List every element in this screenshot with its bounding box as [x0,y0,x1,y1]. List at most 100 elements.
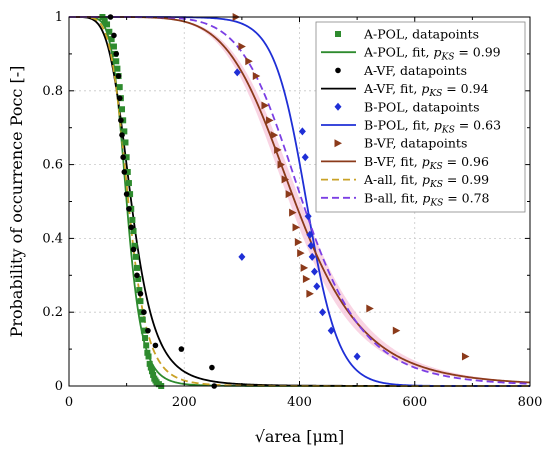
legend-label-6: B-VF, datapoints [364,136,467,151]
point-0-31 [140,327,147,334]
point-3-3 [252,72,261,81]
point-1-19 [209,364,215,371]
y-tick-label-2: 0.4 [42,231,63,246]
data-points [99,13,470,389]
point-0-19 [127,191,134,198]
legend-swatch-6 [334,139,342,148]
point-2-2 [298,127,306,136]
legend-label-7: B-VF, fit, pKS = 0.96 [364,154,489,172]
point-2-0 [233,68,241,77]
point-1-11 [128,224,135,231]
x-tick-label-3: 600 [402,395,427,410]
point-3-6 [270,131,279,140]
point-1-17 [152,342,159,349]
point-0-30 [139,316,146,323]
series-points-3 [232,13,470,361]
point-3-20 [461,352,470,361]
point-0-8 [114,65,121,72]
point-0-7 [113,58,120,65]
y-tick-label-1: 0.2 [42,305,63,320]
point-0-5 [110,43,117,50]
point-0-12 [119,106,126,113]
x-tick-label-0: 0 [65,395,73,410]
point-0-21 [129,216,136,223]
point-0-1 [101,17,108,24]
point-0-27 [136,287,143,294]
point-2-12 [353,352,361,361]
legend-box [315,21,526,213]
x-axis-title: √area [μm] [255,427,345,446]
point-1-13 [134,272,140,279]
point-2-3 [301,153,309,162]
legend-label-5: B-POL, fit, pKS = 0.63 [364,118,501,136]
point-0-26 [135,275,142,282]
b-vf-confidence-band [69,17,530,383]
series-points-1 [107,14,218,389]
legend-swatch-0 [335,31,341,37]
y-tick-label-5: 1 [55,10,63,25]
point-2-4 [304,212,312,221]
point-1-16 [145,327,151,334]
confidence-band-layer [69,17,530,383]
point-2-5 [306,230,314,239]
point-0-15 [122,139,129,146]
legend-label-4: B-POL, datapoints [364,99,480,114]
point-0-22 [130,228,137,235]
point-0-33 [143,342,150,349]
y-tick-label-3: 0.6 [42,158,63,173]
point-2-9 [313,282,321,291]
point-0-3 [106,28,113,35]
point-0-28 [137,298,144,305]
y-tick-label-0: 0 [55,379,63,394]
legend-swatch-2 [335,67,341,74]
x-tick-label-4: 800 [518,395,543,410]
point-1-6 [119,132,125,138]
point-3-15 [300,263,309,272]
point-1-7 [120,154,126,161]
point-0-35 [145,353,152,360]
point-1-12 [130,246,137,253]
point-3-8 [277,160,286,169]
point-2-6 [307,241,315,250]
point-0-38 [148,368,155,375]
point-0-25 [133,264,140,271]
legend-swatch-4 [334,102,342,111]
point-3-7 [274,145,282,154]
point-3-17 [306,289,314,298]
point-1-18 [178,346,185,352]
point-0-37 [147,364,154,371]
legend-label-8: A-all, fit, pKS = 0.99 [363,172,489,190]
point-0-14 [121,128,128,135]
point-1-5 [118,117,124,124]
legend-label-9: B-all, fit, pKS = 0.78 [364,190,490,208]
legend-label-3: A-VF, fit, pKS = 0.94 [363,81,489,99]
point-3-10 [285,190,294,199]
point-0-16 [123,154,130,161]
point-3-4 [261,101,269,110]
point-1-10 [126,206,132,212]
point-2-8 [310,267,318,276]
legend-label-2: A-VF, datapoints [363,63,467,78]
point-2-1 [238,252,246,261]
point-3-5 [266,116,274,125]
legend-label-1: A-POL, fit, pKS = 0.99 [363,45,501,63]
fit-curve-5 [69,16,531,385]
point-0-24 [132,253,139,260]
legend-label-0: A-POL, datapoints [363,27,479,42]
point-2-11 [327,326,335,335]
point-3-13 [294,238,303,247]
point-0-4 [108,36,115,43]
point-3-18 [366,304,374,313]
point-1-2 [113,51,120,57]
point-3-11 [289,208,297,217]
point-2-7 [308,252,316,261]
point-3-14 [297,249,305,258]
point-3-2 [245,57,253,66]
point-0-23 [131,242,138,249]
point-3-12 [292,223,301,232]
point-1-8 [121,169,128,175]
point-1-3 [115,73,122,79]
point-1-9 [123,191,130,197]
point-3-9 [281,175,290,184]
